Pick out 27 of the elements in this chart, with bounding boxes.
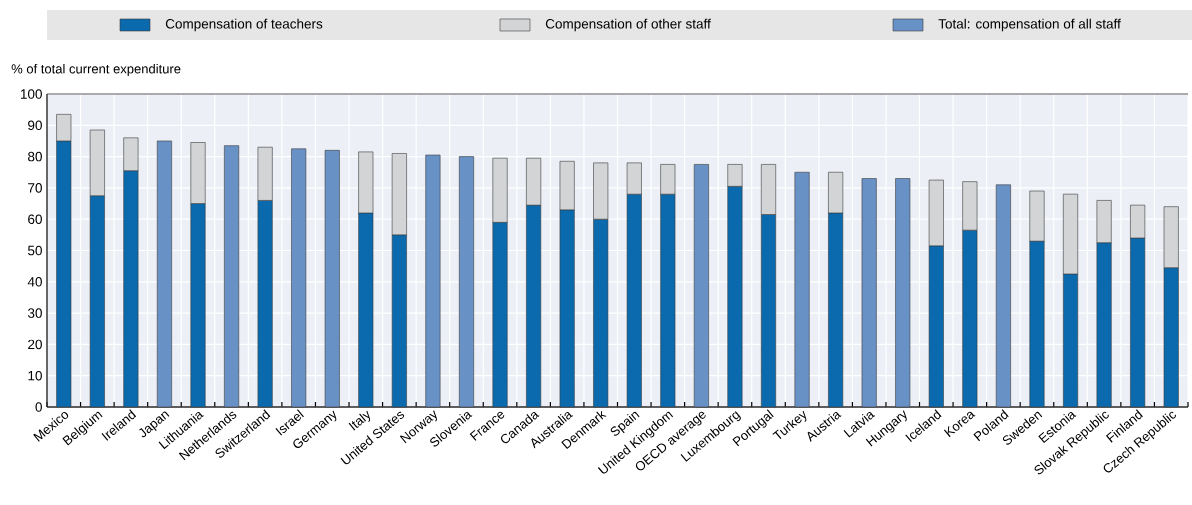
bar xyxy=(156,140,172,408)
y-tick-label: 20 xyxy=(28,339,42,350)
bar xyxy=(224,145,240,408)
y-tick-label: 40 xyxy=(27,277,42,287)
legend-label: Compensation of other staff xyxy=(545,18,711,32)
y-tick-label: 0 xyxy=(35,402,42,412)
y-tick-label: 10 xyxy=(28,370,42,381)
y-tick-label: 100 xyxy=(20,89,42,99)
bar xyxy=(861,178,877,408)
bar xyxy=(458,156,474,408)
y-axis-title: % of total current expenditure xyxy=(11,63,181,77)
y-tick-label: 70 xyxy=(28,183,42,193)
y-tick-label: 60 xyxy=(28,214,42,224)
bar xyxy=(291,148,307,408)
bar xyxy=(324,150,340,408)
bar xyxy=(425,154,441,408)
x-tick-label: Italy xyxy=(348,410,371,431)
bar xyxy=(895,178,911,408)
y-tick-label: 80 xyxy=(28,151,42,162)
y-tick-label: 50 xyxy=(28,245,42,256)
y-tick-label: 30 xyxy=(27,308,42,318)
y-tick-label: 90 xyxy=(28,120,42,131)
legend-label: Compensation of teachers xyxy=(165,18,323,32)
bar xyxy=(794,171,810,408)
legend-label: Total: compensation of all staff xyxy=(938,18,1121,32)
bar xyxy=(693,164,709,408)
bar xyxy=(995,184,1011,408)
